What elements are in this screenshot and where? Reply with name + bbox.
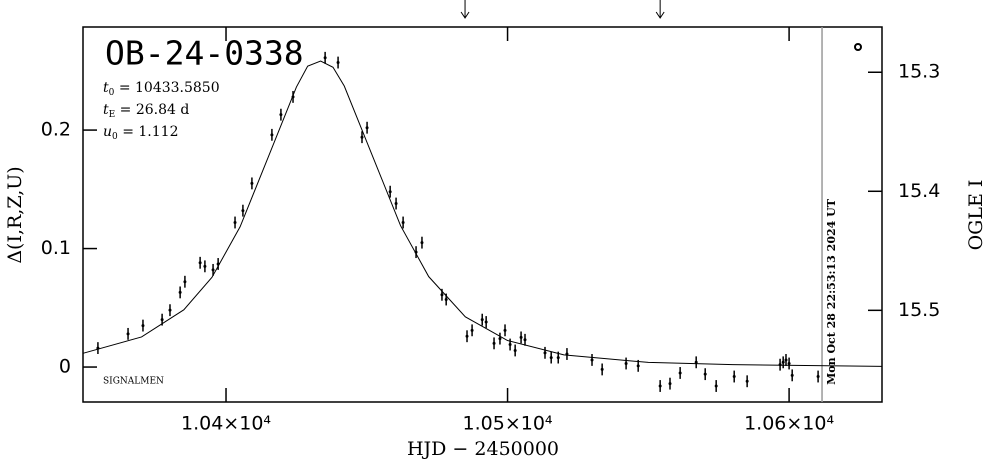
model-curve: [82, 60, 883, 367]
data-point: [816, 375, 820, 379]
data-point: [444, 298, 448, 302]
data-point: [394, 202, 398, 206]
x-axis-label: HJD − 2450000: [407, 438, 559, 459]
data-point: [168, 308, 172, 312]
data-point: [365, 126, 369, 130]
arrow: [460, 0, 470, 19]
parameter-subscript: E: [109, 110, 116, 120]
data-point: [732, 375, 736, 379]
data-point: [784, 358, 788, 362]
data-point: [658, 384, 662, 388]
data-point: [233, 220, 237, 224]
data-point: [470, 328, 474, 332]
parameter-symbol: t: [103, 80, 109, 96]
fit-parameter: tE = 26.84 d: [103, 102, 189, 120]
parameter-value: = 10433.5850: [114, 80, 219, 96]
data-point: [323, 56, 327, 60]
x-tick-label: 1.04×10⁴: [181, 413, 271, 435]
data-point: [498, 337, 502, 341]
data-point: [778, 363, 782, 367]
x-tick-label: 1.05×10⁴: [463, 413, 553, 435]
parameter-subscript: 0: [112, 132, 118, 142]
y2-axis-label: OGLE I: [965, 180, 986, 251]
data-point: [549, 356, 553, 360]
now-label: Mon Oct 28 22:53:13 2024 UT: [825, 198, 838, 385]
y2-tick-label: 15.3: [898, 61, 940, 83]
data-point: [178, 290, 182, 294]
data-point: [126, 332, 130, 336]
data-point: [160, 318, 164, 322]
data-point: [678, 371, 682, 375]
data-point: [388, 190, 392, 194]
chart-title: OB-24-0338: [105, 34, 304, 73]
data-point: [279, 113, 283, 117]
data-point: [790, 373, 794, 377]
data-point: [508, 343, 512, 347]
data-point: [714, 384, 718, 388]
data-point: [465, 334, 469, 338]
data-point: [787, 361, 791, 365]
credit: SIGNALMEN: [103, 377, 164, 387]
data-point: [513, 348, 517, 352]
data-point: [198, 261, 202, 265]
fit-parameter: u0 = 1.112: [103, 124, 178, 142]
data-point: [590, 358, 594, 362]
data-point: [503, 328, 507, 332]
data-point: [420, 241, 424, 245]
arrow: [655, 0, 665, 19]
y-tick-label: 0.2: [41, 119, 71, 141]
parameter-value: = 1.112: [118, 124, 179, 140]
data-point: [600, 367, 604, 371]
data-point: [636, 364, 640, 368]
data-point: [781, 360, 785, 364]
marker-icon: [854, 43, 862, 51]
data-point: [543, 351, 547, 355]
y-axis-label: Δ(I,R,Z,U): [4, 166, 26, 263]
data-point: [336, 61, 340, 65]
data-point: [694, 360, 698, 364]
data-point: [440, 293, 444, 297]
plot-frame: [82, 26, 883, 403]
data-point: [183, 280, 187, 284]
data-point: [401, 220, 405, 224]
parameter-symbol: u: [103, 124, 112, 140]
y2-tick-label: 15.4: [898, 180, 940, 202]
data-point: [480, 318, 484, 322]
data-point: [360, 135, 364, 139]
data-point: [203, 264, 207, 268]
parameter-subscript: 0: [109, 88, 115, 98]
parameter-symbol: t: [103, 102, 109, 118]
x-tick-label: 1.06×10⁴: [744, 413, 834, 435]
data-point: [141, 324, 145, 328]
data-point: [624, 361, 628, 365]
parameter-value: = 26.84 d: [115, 102, 189, 118]
y-tick-label: 0: [59, 356, 71, 378]
data-point: [211, 268, 215, 272]
data-point: [519, 335, 523, 339]
y-tick-label: 0.1: [41, 237, 71, 259]
data-point: [703, 372, 707, 376]
data-point: [556, 356, 560, 360]
data-point: [523, 338, 527, 342]
data-point: [668, 382, 672, 386]
data-point: [250, 181, 254, 185]
data-point: [484, 320, 488, 324]
fit-parameter: t0 = 10433.5850: [103, 80, 220, 98]
data-point: [492, 341, 496, 345]
data-point: [241, 209, 245, 213]
y2-tick-label: 15.5: [898, 299, 940, 321]
data-point: [745, 379, 749, 383]
data-point: [270, 133, 274, 137]
